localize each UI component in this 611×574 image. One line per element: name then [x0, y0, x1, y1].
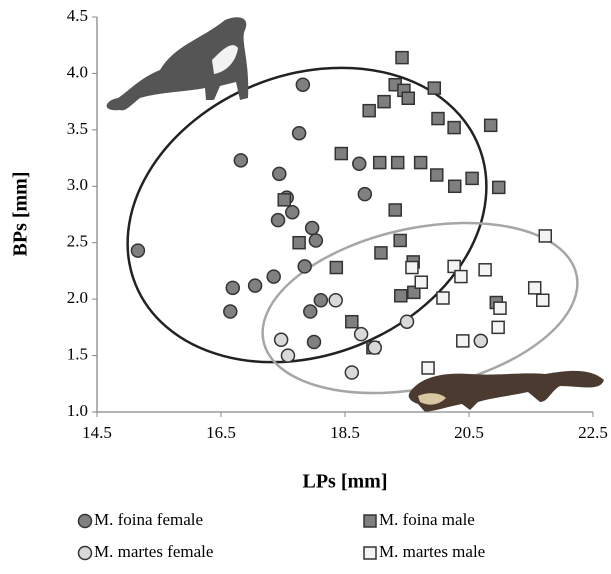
point [272, 166, 287, 182]
legend-marker [77, 545, 93, 561]
point [431, 111, 445, 126]
point [372, 155, 387, 170]
point [473, 333, 489, 349]
x-tick-label: 18.5 [330, 423, 360, 442]
point [295, 77, 311, 92]
point [414, 275, 429, 289]
x-tick-label: 14.5 [82, 423, 112, 442]
x-axis-title: LPs [mm] [303, 471, 388, 493]
point [456, 334, 470, 348]
y-tick-label: 2.5 [67, 232, 88, 251]
point [362, 103, 376, 118]
y-tick-label: 4.5 [67, 6, 88, 25]
point [413, 155, 428, 170]
point [538, 229, 553, 243]
point [345, 314, 359, 329]
point [395, 50, 409, 65]
point [266, 269, 281, 284]
point [401, 91, 415, 106]
point [377, 94, 391, 109]
point [478, 263, 492, 277]
point [306, 334, 322, 350]
point [527, 281, 542, 295]
y-tick-label: 1.0 [67, 401, 88, 420]
y-tick-label: 4.0 [67, 62, 88, 81]
x-tick-label: 20.5 [454, 423, 484, 442]
point [285, 204, 300, 220]
legend-label: M. foina male [379, 510, 475, 529]
point [483, 118, 498, 133]
point [328, 293, 343, 308]
point [291, 125, 307, 141]
point [427, 81, 442, 95]
point [393, 233, 407, 248]
point [436, 291, 450, 305]
legend-marker [363, 514, 377, 528]
legend-label: M. martes female [94, 542, 213, 561]
point [270, 212, 286, 228]
point [223, 304, 238, 319]
point [352, 156, 367, 171]
x-tick-label: 16.5 [206, 423, 236, 442]
point [405, 260, 419, 275]
legend-label: M. martes male [379, 542, 485, 561]
y-axis-title: BPs [mm] [10, 172, 32, 257]
y-tick-label: 3.5 [67, 119, 88, 138]
legend-marker [363, 546, 377, 560]
point [130, 243, 146, 258]
y-tick-label: 2.0 [67, 288, 88, 307]
point [344, 365, 360, 380]
legend-label: M. foina female [94, 510, 203, 529]
point [233, 153, 249, 168]
point [491, 320, 505, 335]
point [225, 280, 241, 296]
y-tick-label: 3.0 [67, 175, 88, 194]
point [334, 146, 349, 161]
point [465, 171, 479, 186]
point [536, 293, 550, 308]
point [367, 340, 383, 355]
point [447, 259, 461, 274]
point [374, 246, 388, 260]
y-tick-label: 1.5 [67, 344, 88, 363]
point [247, 278, 263, 293]
pine-marten-image [408, 370, 604, 412]
point [303, 304, 318, 319]
point [292, 235, 306, 250]
x-tick-label: 22.5 [578, 423, 608, 442]
point [421, 361, 435, 375]
foina-ellipse [126, 66, 488, 364]
point [308, 233, 324, 248]
point [394, 289, 408, 303]
point [492, 180, 506, 195]
point [493, 301, 507, 315]
point [399, 314, 415, 329]
point [353, 326, 369, 342]
point [304, 220, 320, 236]
point [273, 332, 289, 348]
point [329, 260, 344, 275]
point [430, 168, 444, 182]
point [447, 120, 461, 135]
point [407, 285, 421, 300]
point [390, 155, 405, 170]
point [447, 179, 462, 194]
point [313, 293, 329, 308]
point [388, 203, 402, 217]
point [357, 186, 373, 202]
stone-marten-image [106, 17, 249, 111]
point [277, 193, 291, 207]
point [280, 348, 296, 363]
point [454, 269, 468, 284]
legend-marker [77, 513, 93, 529]
point [297, 259, 312, 274]
